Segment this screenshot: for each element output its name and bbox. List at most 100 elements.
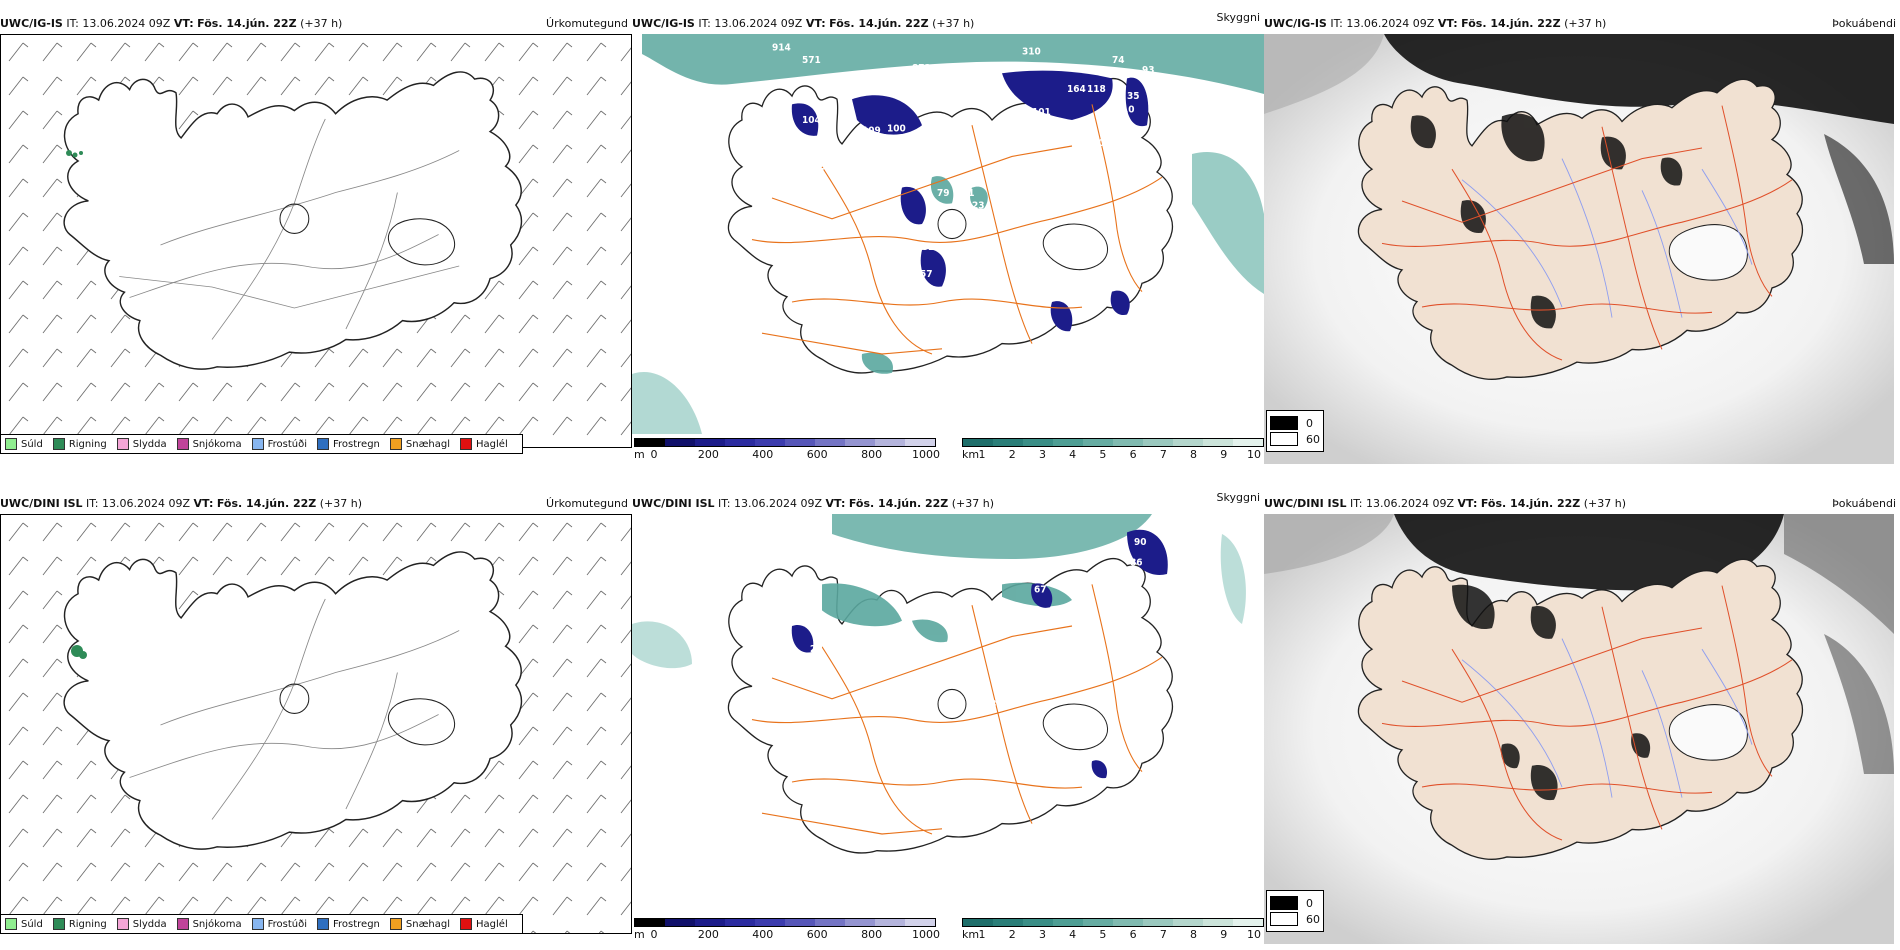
legend-label: Frostúði	[267, 438, 307, 450]
cloud-base-label: 153	[1047, 134, 1066, 145]
cloud-base-label: 23	[972, 200, 985, 211]
colorbar-segment	[875, 919, 905, 926]
scale-tick-label: 200	[697, 928, 719, 941]
scale-tick-label: 800	[861, 448, 883, 461]
panel-title: UWC/IG-IS IT: 13.06.2024 09Z VT: Fös. 14…	[0, 14, 632, 34]
scale-tick-label: 200	[697, 448, 719, 461]
legend-label: Rigning	[68, 918, 107, 930]
legend-swatch	[52, 918, 65, 930]
colorbar-segment	[725, 439, 755, 446]
cloud-base-label: 79	[937, 188, 950, 199]
colorbar-segment	[875, 439, 905, 446]
colorbar-segment	[635, 919, 665, 926]
visibility-colorbar	[962, 918, 1264, 927]
cloud-base-label: 872	[912, 63, 931, 74]
cloud-base-label: 55	[797, 94, 810, 105]
visibility-panel-top: UWC/IG-IS IT: 13.06.2024 09Z VT: Fös. 14…	[632, 11, 1264, 464]
colorbar-segment	[905, 439, 935, 446]
colorbar-segment	[635, 439, 665, 446]
it-value: 13.06.2024 09Z	[1346, 17, 1435, 30]
cloud-base-label: 93	[1142, 65, 1155, 76]
rain-marks	[71, 645, 87, 659]
colorbar-segment	[695, 439, 725, 446]
legend-swatch	[389, 918, 402, 930]
cloud-base-label: 57	[920, 269, 933, 280]
colorbar-segment	[665, 919, 695, 926]
legend-swatch	[52, 438, 65, 450]
legend-swatch	[251, 438, 264, 450]
vt-label: VT:	[1457, 497, 1478, 510]
cloud-base-label: 118	[1087, 84, 1106, 95]
colorbar-segment	[1023, 919, 1053, 926]
legend-item: Frostregn	[317, 438, 380, 450]
colorbar-segment	[1083, 919, 1113, 926]
vt-label: VT:	[193, 497, 214, 510]
legend-swatch	[5, 438, 17, 450]
colorbar-segment	[665, 439, 695, 446]
scale-tick-label: 10	[1247, 928, 1261, 941]
legend-label: Frostúði	[267, 918, 307, 930]
scale-tick-label: 8	[1190, 928, 1198, 941]
colorbar-segment	[905, 919, 935, 926]
fog-panel-top: UWC/IG-IS IT: 13.06.2024 09Z VT: Fös. 14…	[1264, 14, 1900, 464]
scale-tick-label: 9	[1220, 928, 1228, 941]
colorbar-segment	[963, 439, 993, 446]
legend-item: Slydda	[116, 918, 167, 930]
cloud-base-label: 83	[872, 165, 885, 176]
legend-label: Rigning	[68, 438, 107, 450]
legend-label: Haglél	[476, 918, 508, 930]
vt-value: Fös. 14.jún. 22Z	[1461, 17, 1561, 30]
legend-label: Slydda	[132, 918, 167, 930]
fog-legend-label: 60	[1306, 432, 1320, 446]
cloud-base-label: 914	[772, 42, 791, 53]
scale-tick-label: 0	[650, 448, 658, 461]
it-label: IT:	[1330, 17, 1343, 30]
visibility-map: 90 86 67 83 20 306 14 13	[632, 514, 1264, 914]
cloud-base-label: 104	[802, 115, 821, 126]
colorbar-segment	[993, 439, 1023, 446]
legend-item: Súld	[5, 918, 43, 930]
model-name: UWC/IG-IS	[632, 17, 695, 30]
scale-tick-label: 600	[806, 928, 828, 941]
fog-legend-label: 60	[1306, 912, 1320, 926]
ceiling-colorbar	[634, 438, 936, 447]
legend-item: Súld	[5, 438, 43, 450]
scale-tick-label: 800	[861, 928, 883, 941]
legend-label: Frostregn	[333, 918, 380, 930]
legend-label: Snjókoma	[192, 438, 242, 450]
legend-swatch	[317, 918, 329, 930]
colorbar-segment	[1113, 439, 1143, 446]
visibility-panel-bottom: UWC/DINI ISL IT: 13.06.2024 09Z VT: Fös.…	[632, 491, 1264, 944]
model-name: UWC/DINI ISL	[632, 497, 715, 510]
visibility-map: 914 571 872 310 72 55 76 350 157 74 93 104 118 164 35 1…	[632, 34, 1264, 434]
it-value: 13.06.2024 09Z	[82, 17, 171, 30]
legend-label: Slydda	[132, 438, 167, 450]
lead-time: (+37 h)	[1564, 17, 1607, 30]
vt-value: Fös. 14.jún. 22Z	[197, 17, 297, 30]
colorbar-segment	[1173, 919, 1203, 926]
precip-map	[0, 514, 632, 934]
fog-legend-row: 60	[1270, 432, 1320, 446]
ceiling-scale: m 0 200 400 600 800 1000	[634, 438, 940, 468]
legend-item: Frostregn	[317, 918, 380, 930]
fog-map	[1264, 34, 1894, 464]
fog-swatch	[1270, 896, 1298, 910]
lead-time: (+37 h)	[319, 497, 363, 510]
scale-tick-label: 10	[1247, 448, 1261, 461]
fog-legend-row: 0	[1270, 416, 1320, 430]
cloud-base-label: 310	[1022, 46, 1041, 57]
legend-swatch	[460, 918, 473, 930]
scale-tick-label: 3	[1038, 448, 1046, 461]
lead-time: (+37 h)	[932, 17, 975, 30]
colorbar-segment	[785, 919, 815, 926]
cloud-base-label: 35	[1127, 91, 1140, 102]
scale-tick-label: 600	[806, 448, 828, 461]
fog-legend-label: 0	[1306, 416, 1313, 430]
cloud-base-label: 42	[832, 159, 845, 170]
cloud-base-label: 82	[868, 153, 881, 164]
colorbar-segment	[1053, 439, 1083, 446]
cloud-base-label: 135	[922, 122, 941, 133]
scale-tick-label: 7	[1159, 928, 1167, 941]
it-label: IT:	[698, 17, 711, 30]
